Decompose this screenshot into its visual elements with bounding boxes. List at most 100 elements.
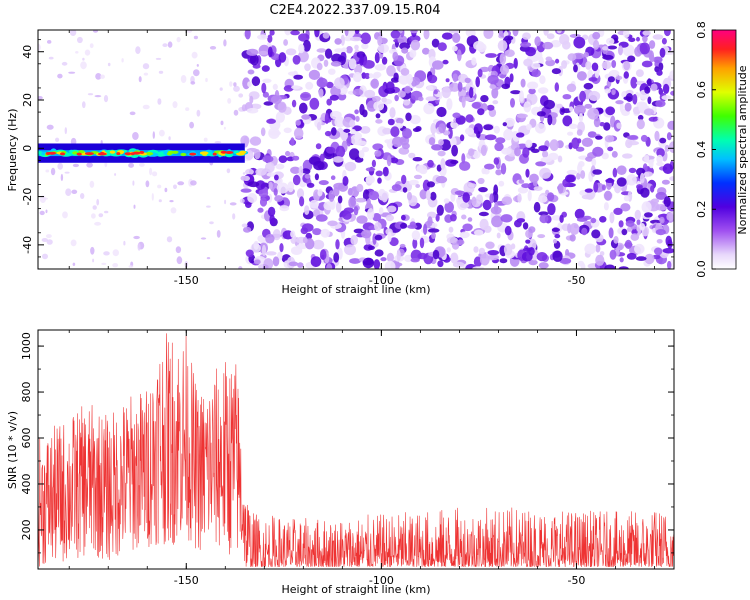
spectrogram-speckle <box>316 121 322 131</box>
spectrogram-speckle <box>534 36 541 47</box>
spectrogram-speckle <box>87 93 94 96</box>
spectrogram-speckle <box>386 65 396 77</box>
spectrogram-speckle <box>334 38 342 45</box>
spectrogram-speckle <box>648 116 658 122</box>
spectrogram-speckle <box>267 46 273 58</box>
spectrogram-speckle <box>656 69 663 76</box>
spectrogram-speckle <box>652 34 664 40</box>
spectrogram-speckle <box>655 204 668 211</box>
spectrogram-speckle <box>373 101 385 111</box>
spectrogram-speckle <box>290 246 303 256</box>
spectrogram-speckle <box>459 161 471 171</box>
spectrogram-speckle <box>472 266 485 269</box>
spectrogram-speckle <box>662 247 674 254</box>
spectrogram-speckle <box>489 193 495 204</box>
spectrogram-speckle <box>456 49 462 62</box>
spectrogram-speckle <box>619 257 624 263</box>
spectrogram-speckle <box>335 201 342 213</box>
spectrogram-speckle <box>177 181 185 186</box>
spectrogram-speckle <box>539 167 552 179</box>
spectrogram-speckle <box>361 146 370 153</box>
snr-y-ticks: 200 400 600 800 1000 <box>20 332 674 554</box>
spectrogram-speckle <box>45 209 48 214</box>
spectrogram-speckle <box>268 127 280 139</box>
spectrogram-speckle <box>344 161 357 172</box>
spectrogram-speckle <box>548 152 559 161</box>
spectrogram-speckle <box>641 60 653 68</box>
spectrogram-speckle <box>214 141 222 144</box>
spectrogram-speckle <box>461 214 467 220</box>
spectrogram-speckle <box>349 36 362 42</box>
spectrogram-speckle <box>664 144 670 152</box>
spectrogram-speckle <box>567 131 574 136</box>
spectrogram-speckle <box>186 30 193 33</box>
spectrogram-speckle <box>279 205 290 212</box>
spectrogram-speckle <box>64 171 70 174</box>
spectrogram-speckle <box>495 137 506 144</box>
spectrogram-speckle <box>238 266 243 269</box>
spectrogram-speckle <box>205 77 208 83</box>
spectrogram-speckle <box>478 187 488 193</box>
spectrogram-speckle <box>273 188 278 196</box>
spectrogram-speckle <box>431 144 443 151</box>
spectrogram-speckle <box>288 261 299 267</box>
spectrogram-speckle <box>159 129 165 137</box>
spectrogram-speckle <box>302 236 308 244</box>
spectrogram-speckle <box>283 127 292 134</box>
spectrogram-speckle <box>549 139 559 151</box>
spectrogram-speckle <box>437 260 444 268</box>
spectrogram-speckle <box>405 73 413 85</box>
spectrogram-speckle <box>499 53 507 65</box>
spectrogram-speckle <box>246 107 259 114</box>
spectrogram-speckle <box>304 173 311 179</box>
spectrogram-speckle <box>176 256 183 265</box>
spectrogram-speckle <box>557 155 563 163</box>
spectrogram-speckle <box>350 129 356 135</box>
spectrogram-speckle <box>284 30 292 36</box>
spectrogram-speckle <box>382 127 392 135</box>
spectrogram-frame <box>37 29 675 270</box>
snr-x-ticks: -150 -100 -50 <box>68 330 655 587</box>
spectrogram-speckle <box>196 64 199 67</box>
spectrogram-speckle <box>374 249 384 257</box>
spectrogram-speckle <box>331 53 343 63</box>
spectrogram-speckle <box>523 58 533 67</box>
signal-band-peak <box>60 152 66 156</box>
spectrogram-speckle <box>354 109 359 115</box>
spectrogram-speckle <box>240 188 252 193</box>
spectrogram-speckle <box>278 52 287 63</box>
spectrogram-speckle <box>655 191 667 200</box>
spectrogram-speckle <box>139 162 145 167</box>
spectrogram-speckle <box>578 161 585 168</box>
spectrogram-speckle <box>473 246 479 253</box>
spectrogram-speckle <box>551 68 562 75</box>
spectrogram-speckle <box>502 122 507 127</box>
spectrogram-speckle <box>426 85 434 91</box>
spectrogram-speckle <box>474 229 484 236</box>
spectrogram-speckle <box>158 199 162 203</box>
spectrogram-speckle <box>595 254 605 266</box>
spectrogram-speckle <box>298 165 304 176</box>
spectrogram-speckle <box>584 243 596 255</box>
spectrogram-speckle <box>580 170 586 179</box>
spectrogram-speckle <box>462 192 471 203</box>
spectrogram-speckle <box>387 118 395 126</box>
spectrogram-speckle <box>635 256 647 261</box>
spectrogram-speckle <box>547 192 555 202</box>
spectrogram-speckle <box>200 237 207 240</box>
spectrogram-speckle <box>277 101 287 113</box>
spectrogram-speckle <box>263 101 274 106</box>
spectrogram-speckle <box>595 244 601 253</box>
spectrogram-speckle <box>175 246 182 254</box>
spectrogram-speckle <box>533 180 538 187</box>
colorbar-tick-label: 0.4 <box>695 141 708 159</box>
snr-series-line <box>38 333 674 567</box>
spectrogram-speckle <box>276 182 289 194</box>
spectrogram-speckle <box>84 49 91 56</box>
spectrogram-speckle <box>408 152 416 159</box>
spectrogram-speckle <box>310 256 322 267</box>
spectrogram-speckle <box>334 116 346 128</box>
spectrogram-speckle <box>431 232 436 240</box>
spectrogram-speckle <box>468 148 475 157</box>
spectrogram-speckle <box>302 223 314 232</box>
